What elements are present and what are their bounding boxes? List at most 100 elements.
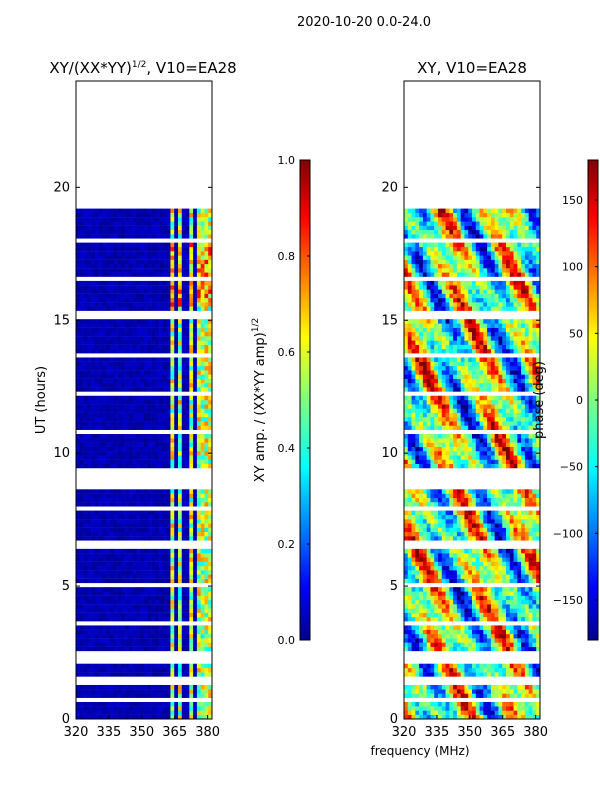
heatmap-cell [196, 693, 201, 698]
heatmap-cell [94, 553, 99, 558]
heatmap-cell [181, 684, 186, 690]
heatmap-cell [415, 561, 420, 567]
heatmap-cell [76, 570, 81, 575]
heatmap-cell [125, 370, 130, 375]
colorbar-tick-label: 0.4 [278, 442, 296, 455]
heatmap-cell [140, 348, 145, 354]
heatmap-cell [166, 285, 171, 290]
heatmap-cell [407, 693, 412, 698]
heatmap-cell [479, 510, 484, 516]
heatmap-cell [185, 208, 190, 214]
heatmap-cell [151, 293, 156, 299]
heatmap-cell [204, 497, 209, 503]
heatmap-cell [189, 370, 194, 375]
heatmap-cell [494, 514, 499, 520]
heatmap-cell [204, 536, 209, 541]
heatmap-cell [110, 616, 115, 622]
heatmap-cell [434, 633, 439, 639]
heatmap-cell [140, 412, 145, 418]
heatmap-cell [196, 587, 201, 592]
heatmap-cell [162, 425, 167, 430]
heatmap-cell [76, 523, 81, 528]
heatmap-cell [94, 497, 99, 503]
heatmap-cell [106, 344, 111, 350]
heatmap-cell [181, 553, 186, 558]
heatmap-cell [196, 612, 201, 618]
heatmap-cell [136, 229, 141, 235]
heatmap-cell [83, 442, 88, 447]
heatmap-cell [415, 667, 420, 673]
heatmap-cell [189, 629, 194, 635]
heatmap-cell [110, 374, 115, 379]
heatmap-cell [110, 212, 115, 218]
heatmap-cell [494, 536, 499, 541]
heatmap-cell [79, 259, 84, 265]
heatmap-cell [517, 663, 522, 669]
heatmap-cell [407, 646, 412, 652]
heatmap-cell [204, 255, 209, 260]
heatmap-cell [204, 268, 209, 273]
heatmap-cell [528, 689, 533, 694]
heatmap-cell [162, 493, 167, 499]
heatmap-cell [464, 553, 469, 558]
heatmap-cell [419, 642, 424, 647]
heatmap-cell [132, 302, 137, 307]
heatmap-cell [174, 497, 179, 503]
heatmap-cell [117, 684, 122, 690]
heatmap-cell [196, 268, 201, 273]
heatmap-cell [181, 646, 186, 652]
heatmap-cell [185, 638, 190, 643]
heatmap-cell [117, 646, 122, 652]
heatmap-cell [517, 578, 522, 584]
heatmap-cell [87, 327, 92, 333]
heatmap-cell [147, 229, 152, 235]
heatmap-cell [121, 570, 126, 575]
heatmap-cell [94, 714, 99, 719]
heatmap-cell [422, 565, 427, 571]
heatmap-cell [524, 642, 529, 647]
heatmap-cell [91, 340, 96, 345]
heatmap-cell [174, 442, 179, 447]
heatmap-cell [87, 574, 92, 579]
heatmap-cell [438, 633, 443, 639]
heatmap-cell [185, 268, 190, 273]
heatmap-cell [506, 667, 511, 673]
heatmap-cell [524, 553, 529, 558]
heatmap-cell [166, 463, 171, 469]
heatmap-cell [147, 365, 152, 371]
heatmap-cell [83, 667, 88, 673]
heatmap-cell [106, 259, 111, 265]
heatmap-cell [419, 608, 424, 613]
heatmap-cell [472, 710, 477, 715]
heatmap-cell [83, 408, 88, 413]
heatmap-cell [166, 408, 171, 413]
heatmap-cell [128, 561, 133, 567]
heatmap-cell [200, 370, 205, 375]
heatmap-cell [147, 378, 152, 384]
heatmap-cell [140, 208, 145, 214]
heatmap-cell [524, 599, 529, 605]
heatmap-cell [204, 663, 209, 669]
heatmap-cell [162, 570, 167, 575]
heatmap-cell [166, 714, 171, 719]
heatmap-cell [438, 646, 443, 652]
heatmap-cell [204, 340, 209, 345]
heatmap-cell [178, 361, 183, 367]
heatmap-cell [483, 510, 488, 516]
heatmap-cell [147, 591, 152, 596]
heatmap-cell [113, 387, 118, 392]
heatmap-cell [166, 710, 171, 715]
heatmap-cell [170, 667, 175, 673]
heatmap-cell [204, 251, 209, 256]
heatmap-cell [91, 578, 96, 584]
heatmap-cell [121, 591, 126, 596]
heatmap-cell [532, 629, 537, 635]
heatmap-cell [204, 382, 209, 388]
heatmap-cell [468, 629, 473, 635]
heatmap-cell [110, 242, 115, 248]
heatmap-cell [185, 672, 190, 677]
heatmap-cell [102, 667, 107, 673]
heatmap-cell [464, 625, 469, 630]
heatmap-cell [404, 667, 409, 673]
heatmap-cell [181, 408, 186, 413]
